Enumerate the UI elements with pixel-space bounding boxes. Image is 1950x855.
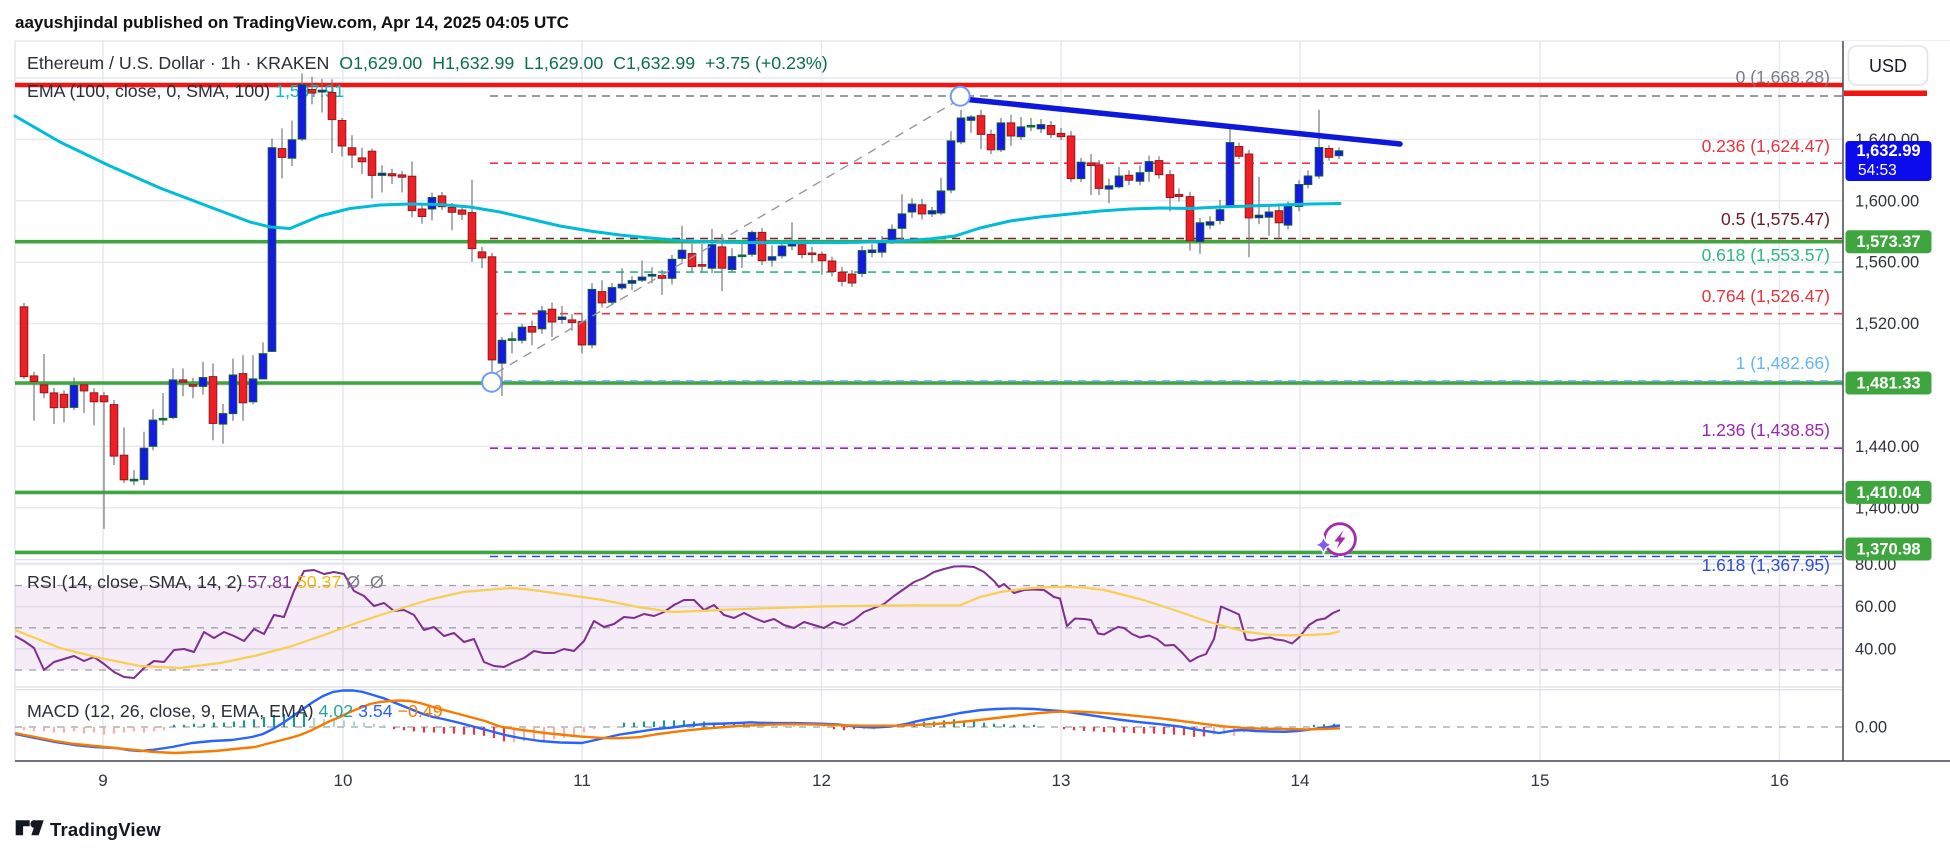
svg-text:1,573.37: 1,573.37: [1856, 233, 1920, 251]
svg-text:9: 9: [98, 771, 107, 790]
svg-text:0 (1,668.28): 0 (1,668.28): [1736, 67, 1830, 87]
svg-text:13: 13: [1052, 771, 1071, 790]
svg-text:1,410.04: 1,410.04: [1856, 484, 1921, 502]
svg-text:16: 16: [1770, 771, 1789, 790]
svg-text:1,560.00: 1,560.00: [1855, 254, 1919, 272]
svg-text:15: 15: [1531, 771, 1550, 790]
svg-text:1.236 (1,438.85): 1.236 (1,438.85): [1702, 420, 1830, 440]
svg-text:MACD (12, 26, close, 9, EMA, E: MACD (12, 26, close, 9, EMA, EMA) 4.02 3…: [27, 701, 443, 721]
svg-text:1,440.00: 1,440.00: [1855, 438, 1919, 456]
svg-text:TradingView: TradingView: [50, 819, 161, 840]
svg-text:0.764 (1,526.47): 0.764 (1,526.47): [1702, 286, 1830, 306]
svg-text:1.618 (1,367.95): 1.618 (1,367.95): [1702, 555, 1830, 575]
svg-text:Ethereum / U.S. Dollar · 1h ·: Ethereum / U.S. Dollar · 1h · KRAKEN O1,…: [27, 53, 828, 73]
svg-text:USD: USD: [1869, 56, 1907, 76]
svg-text:11: 11: [573, 771, 591, 790]
svg-text:0.236 (1,624.47): 0.236 (1,624.47): [1702, 136, 1830, 156]
svg-text:60.00: 60.00: [1855, 598, 1896, 616]
svg-text:40.00: 40.00: [1855, 640, 1896, 658]
svg-text:aayushjindal published on Trad: aayushjindal published on TradingView.co…: [15, 13, 569, 32]
svg-text:RSI (14, close, SMA, 14, 2) 57: RSI (14, close, SMA, 14, 2) 57.81 50.37 …: [27, 572, 384, 592]
svg-text:1,370.98: 1,370.98: [1856, 541, 1920, 559]
svg-text:12: 12: [812, 771, 831, 790]
svg-text:1,520.00: 1,520.00: [1855, 315, 1919, 333]
svg-text:10: 10: [334, 771, 353, 790]
svg-text:54:53: 54:53: [1858, 162, 1897, 179]
svg-text:0.5 (1,575.47): 0.5 (1,575.47): [1721, 209, 1830, 229]
svg-text:1,632.99: 1,632.99: [1856, 142, 1920, 160]
svg-text:1,481.33: 1,481.33: [1856, 375, 1920, 393]
svg-text:0.618 (1,553.57): 0.618 (1,553.57): [1702, 245, 1830, 265]
svg-text:EMA (100, close, 0, SMA, 100): EMA (100, close, 0, SMA, 100) 1,597.91: [27, 81, 344, 101]
svg-text:1 (1,482.66): 1 (1,482.66): [1736, 353, 1830, 373]
svg-text:1,600.00: 1,600.00: [1855, 192, 1919, 210]
svg-text:0.00: 0.00: [1855, 719, 1887, 737]
svg-text:14: 14: [1291, 771, 1310, 790]
